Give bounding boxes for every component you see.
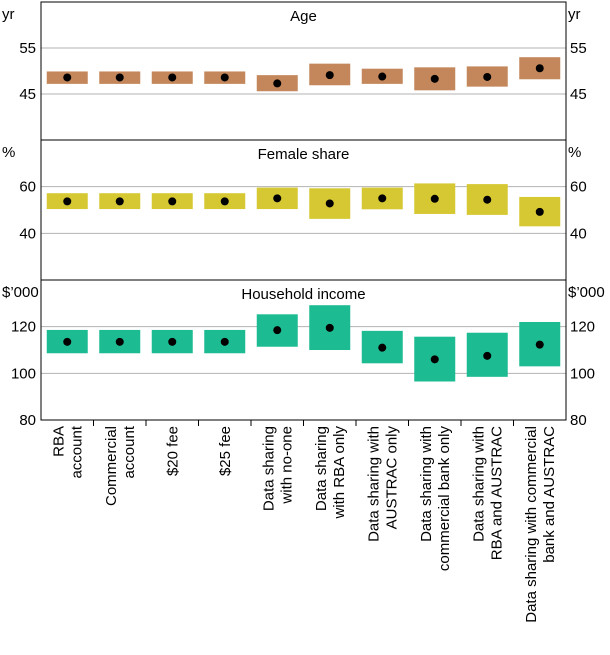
category-label: RBA and AUSTRAC (488, 426, 505, 560)
panel-2: 40 40 60 60% % Female share (2, 139, 587, 281)
point-estimate (483, 351, 492, 360)
point-estimate (430, 355, 439, 364)
y-tick-right: 40 (570, 225, 587, 242)
point-estimate (115, 337, 124, 346)
point-estimate (378, 194, 387, 203)
point-estimate (325, 323, 334, 332)
category-label: Data sharing with (365, 426, 382, 542)
category-label: Data sharing with (418, 426, 435, 542)
y-tick-left: 60 (19, 179, 36, 196)
category-label: account (68, 425, 85, 478)
point-estimate (63, 73, 72, 82)
unit-right: % (568, 144, 581, 161)
category-label: Data sharing with commercial (523, 426, 540, 623)
category-label: RBA (50, 426, 67, 457)
y-tick-left: 80 (19, 412, 36, 429)
y-tick-right: 100 (570, 365, 595, 382)
point-estimate (535, 207, 544, 216)
panel-3: 80 80 100 100 120 120 $’000 $’000 Household inco… (2, 279, 605, 429)
y-tick-left: 40 (19, 225, 36, 242)
y-tick-left: 55 (19, 40, 36, 57)
point-estimate (273, 326, 282, 335)
unit-right: yr (568, 6, 581, 23)
point-estimate (430, 194, 439, 203)
category-label: account (121, 425, 138, 478)
point-estimate (325, 199, 334, 208)
category-label: $25 fee (217, 426, 234, 476)
point-estimate (378, 343, 387, 352)
point-estimate (325, 71, 334, 80)
category-label: $20 fee (164, 426, 181, 476)
y-tick-left: 120 (11, 319, 36, 336)
category-label: commercial bank only (436, 426, 453, 572)
category-label: Data sharing (260, 426, 277, 511)
y-tick-right: 80 (570, 412, 587, 429)
category-label: bank and AUSTRAC (541, 426, 558, 563)
category-label: Commercial (103, 426, 120, 506)
category-label: with no-one (278, 426, 295, 505)
panel-title: Female share (258, 146, 350, 163)
point-estimate (273, 79, 282, 88)
point-estimate (168, 337, 177, 346)
point-estimate (115, 73, 124, 82)
y-tick-right: 55 (570, 40, 587, 57)
point-estimate (220, 197, 229, 206)
y-tick-right: 120 (570, 319, 595, 336)
point-estimate (430, 74, 439, 83)
point-estimate (115, 197, 124, 206)
y-tick-left: 100 (11, 365, 36, 382)
category-labels: RBA account Commercial account $20 fee $25 fe… (50, 420, 558, 623)
category-label: with RBA only (331, 426, 348, 520)
point-estimate (63, 337, 72, 346)
category-label: Data sharing with (470, 426, 487, 542)
point-estimate (63, 197, 72, 206)
point-estimate (535, 340, 544, 349)
category-label: Data sharing (313, 426, 330, 511)
panel-title: Age (290, 8, 317, 25)
point-estimate (168, 73, 177, 82)
unit-left: yr (2, 6, 15, 23)
unit-left: $’000 (2, 284, 39, 301)
point-estimate (168, 197, 177, 206)
y-tick-left: 45 (19, 86, 36, 103)
point-estimate (378, 72, 387, 81)
unit-right: $’000 (568, 284, 605, 301)
point-estimate (535, 64, 544, 73)
point-estimate (273, 194, 282, 203)
point-estimate (220, 337, 229, 346)
point-estimate (483, 72, 492, 81)
y-tick-right: 45 (570, 86, 587, 103)
point-estimate (220, 73, 229, 82)
y-tick-right: 60 (570, 179, 587, 196)
panel-title: Household income (241, 286, 365, 303)
category-label: AUSTRAC only (383, 426, 400, 530)
point-estimate (483, 195, 492, 204)
unit-left: % (2, 144, 15, 161)
